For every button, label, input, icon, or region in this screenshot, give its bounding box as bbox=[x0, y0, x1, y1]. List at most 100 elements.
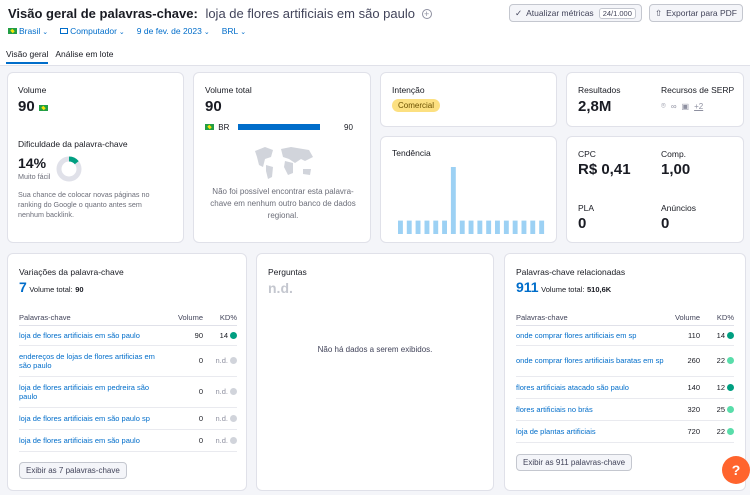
volume-cell: 0 bbox=[169, 345, 209, 377]
chevron-down-icon: ⌄ bbox=[203, 29, 210, 36]
chevron-down-icon: ⌄ bbox=[118, 29, 125, 36]
trend-card: Tendência bbox=[380, 136, 557, 243]
trend-chart bbox=[398, 167, 545, 234]
kd-cell: 22 bbox=[706, 420, 734, 443]
monitor-icon bbox=[60, 28, 69, 34]
date-label: 9 de fev. de 2023 bbox=[136, 26, 202, 36]
date-select[interactable]: 9 de fev. de 2023 ⌄ bbox=[137, 26, 210, 36]
kd-value: n.d. bbox=[215, 387, 228, 396]
results-label: Resultados bbox=[578, 85, 621, 95]
keyword-link[interactable]: loja de flores artificiais em pedreira s… bbox=[19, 376, 169, 408]
volume-cell: 260 bbox=[666, 345, 706, 377]
keyword-link[interactable]: loja de flores artificiais em são paulo bbox=[19, 429, 169, 452]
keyword-link[interactable]: onde comprar flores artificiais baratas … bbox=[516, 345, 666, 377]
related-count[interactable]: 911 bbox=[516, 279, 539, 295]
cpc-label: CPC bbox=[578, 149, 596, 159]
currency-select[interactable]: BRL ⌄ bbox=[222, 26, 246, 36]
keyword-link[interactable]: onde comprar flores artificiais em sp bbox=[516, 325, 666, 346]
export-icon: ⇧ bbox=[655, 7, 663, 18]
total-volume-value: 90 bbox=[205, 98, 222, 115]
kd-dot bbox=[727, 331, 734, 339]
kd-cell: 25 bbox=[706, 398, 734, 421]
trend-bar bbox=[539, 220, 545, 234]
keyword-link[interactable]: loja de flores artificiais em são paulo bbox=[19, 325, 169, 346]
keyword-link[interactable]: loja de plantas artificiais bbox=[516, 420, 666, 443]
kd-dot bbox=[727, 405, 734, 413]
show-related-button[interactable]: Exibir as 911 palavras-chave bbox=[516, 454, 633, 471]
country-code: BR bbox=[218, 123, 230, 132]
kd-dot bbox=[230, 331, 237, 339]
table-row: flores artificiais no brás 320 25 bbox=[516, 398, 734, 421]
volume-card: Volume 90 Dificuldade da palavra-chave 1… bbox=[7, 72, 184, 243]
trend-bar bbox=[415, 220, 421, 234]
trend-bar bbox=[477, 220, 483, 234]
kd-dot bbox=[727, 383, 734, 391]
currency-label: BRL bbox=[221, 26, 239, 36]
col-volume: Volume bbox=[169, 310, 209, 326]
trend-label: Tendência bbox=[392, 148, 431, 158]
total-volume-label: Volume total bbox=[205, 85, 252, 95]
kd-dot bbox=[230, 388, 237, 395]
kd-value: n.d. bbox=[215, 356, 228, 365]
col-kd: KD% bbox=[209, 310, 237, 326]
page-title-keyword: loja de flores artificiais em são paulo bbox=[205, 6, 415, 21]
ads-value: 0 bbox=[661, 215, 670, 232]
filter-bar: Brasil ⌄ Computador ⌄ 9 de fev. de 2023 ⌄ B… bbox=[8, 26, 246, 36]
trend-bar bbox=[433, 220, 439, 234]
related-title: Palavras-chave relacionadas bbox=[516, 267, 626, 277]
tab-overview[interactable]: Visão geral bbox=[6, 49, 49, 64]
table-row: loja de flores artificiais em são paulo … bbox=[19, 407, 237, 430]
kd-dot bbox=[727, 427, 734, 435]
country-volume-row: BR bbox=[205, 123, 229, 132]
keyword-link[interactable]: flores artificiais no brás bbox=[516, 398, 666, 421]
trend-bar bbox=[442, 220, 447, 234]
trend-bar bbox=[406, 220, 412, 234]
related-table: Palavras-chave Volume KD% onde comprar f… bbox=[516, 310, 734, 443]
export-pdf-label: Exportar para PDF bbox=[666, 8, 737, 18]
table-row: loja de plantas artificiais 720 22 bbox=[516, 420, 734, 443]
update-metrics-label: Atualizar métricas bbox=[526, 8, 594, 18]
questions-card: Perguntas n.d. Não há dados a serem exib… bbox=[256, 253, 494, 491]
export-pdf-button[interactable]: ⇧ Exportar para PDF bbox=[649, 4, 743, 22]
brazil-flag-icon bbox=[38, 105, 48, 111]
keyword-link[interactable]: loja de flores artificiais em são paulo … bbox=[19, 407, 169, 430]
show-variations-button[interactable]: Exibir as 7 palavras-chave bbox=[19, 462, 127, 479]
table-row: onde comprar flores artificiais baratas … bbox=[516, 345, 734, 377]
questions-title: Perguntas bbox=[268, 267, 307, 277]
update-metrics-button[interactable]: ✓ Atualizar métricas 24/1.000 bbox=[509, 4, 642, 22]
page-title-label: Visão geral de palavras-chave: bbox=[8, 6, 198, 21]
chevron-down-icon: ⌄ bbox=[240, 29, 247, 36]
keyword-link[interactable]: endereços de lojas de flores artificias … bbox=[19, 345, 169, 377]
device-label: Computador bbox=[70, 26, 117, 36]
volume-cell: 0 bbox=[169, 407, 209, 430]
related-card: Palavras-chave relacionadas 911 Volume t… bbox=[504, 253, 746, 491]
keyword-link[interactable]: flores artificiais atacado são paulo bbox=[516, 376, 666, 399]
kd-dot bbox=[727, 357, 734, 364]
volume-cell: 0 bbox=[169, 376, 209, 408]
kd-cell: n.d. bbox=[209, 376, 237, 408]
difficulty-donut bbox=[56, 156, 82, 182]
variations-card: Variações da palavra-chave 7 Volume tota… bbox=[7, 253, 247, 491]
variations-total-label: Volume total: bbox=[29, 285, 73, 294]
trend-bar bbox=[486, 220, 492, 234]
cpc-value: R$ 0,41 bbox=[578, 161, 631, 178]
kd-value: 12 bbox=[716, 382, 725, 392]
volume-cell: 90 bbox=[169, 325, 209, 346]
questions-value: n.d. bbox=[268, 280, 293, 296]
intent-badge: Comercial bbox=[392, 99, 441, 112]
intent-card: Intenção Comercial bbox=[380, 72, 557, 127]
add-to-list-icon[interactable]: + bbox=[421, 9, 432, 19]
map-note: Não foi possível encontrar esta palavra-… bbox=[210, 187, 356, 220]
kd-value: 25 bbox=[716, 404, 725, 414]
device-select[interactable]: Computador ⌄ bbox=[60, 26, 125, 36]
related-total-value: 510,6K bbox=[586, 285, 612, 294]
country-select[interactable]: Brasil ⌄ bbox=[8, 26, 48, 36]
kd-value: n.d. bbox=[215, 435, 228, 445]
volume-cell: 320 bbox=[666, 398, 706, 421]
help-button[interactable]: ? bbox=[722, 456, 750, 484]
competition-label: Comp. bbox=[661, 149, 687, 159]
volume-value: 90 bbox=[18, 98, 50, 115]
tab-batch-analysis[interactable]: Análise em lote bbox=[55, 49, 114, 59]
variations-count[interactable]: 7 bbox=[19, 279, 27, 295]
serp-more-count[interactable]: +2 bbox=[694, 101, 704, 111]
